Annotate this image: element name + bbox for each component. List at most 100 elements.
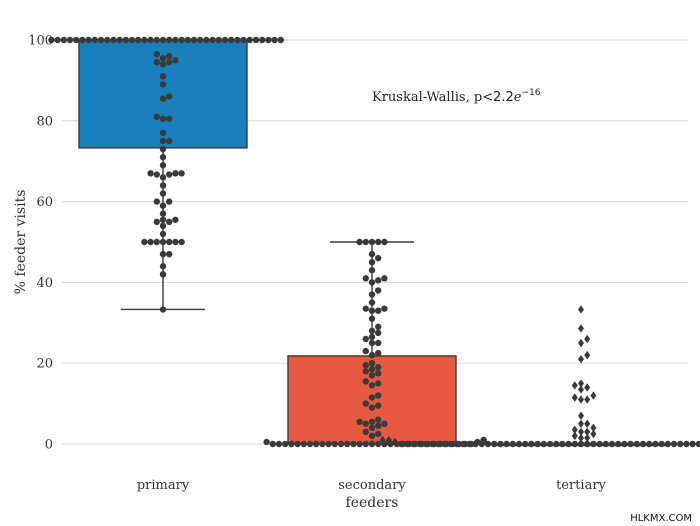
data-point — [441, 440, 448, 448]
data-point — [410, 440, 417, 448]
data-point — [66, 36, 74, 44]
data-point — [381, 420, 388, 427]
data-point — [578, 354, 584, 364]
watermark: HLKMX.COM — [630, 513, 692, 524]
data-point — [166, 218, 173, 225]
data-point — [54, 36, 61, 44]
data-point — [375, 380, 382, 387]
data-point — [584, 419, 591, 428]
data-point — [453, 440, 461, 448]
data-point — [621, 440, 628, 448]
data-point — [546, 440, 554, 448]
data-point — [172, 216, 179, 223]
data-point — [368, 382, 376, 389]
data-point — [159, 306, 167, 313]
data-point — [122, 36, 129, 44]
kruskal-wallis-annotation: Kruskal-Wallis, p<2.2e−16 — [372, 88, 541, 105]
data-point — [159, 216, 167, 223]
data-point — [571, 440, 578, 448]
data-point — [553, 440, 560, 448]
data-point — [416, 440, 423, 448]
data-point — [472, 440, 479, 448]
data-point — [429, 440, 436, 448]
data-point — [491, 440, 498, 448]
data-point — [381, 275, 388, 282]
data-point — [362, 335, 369, 343]
data-point — [571, 431, 578, 441]
data-point — [639, 440, 647, 448]
data-point — [368, 372, 376, 379]
data-point — [375, 402, 382, 409]
y-tick-label: 100 — [28, 34, 53, 49]
data-point — [153, 59, 160, 66]
y-tick-label: 0 — [45, 438, 53, 453]
data-point — [478, 440, 485, 448]
data-point — [166, 198, 173, 205]
data-point — [159, 137, 167, 145]
data-point — [578, 427, 584, 437]
data-point — [362, 378, 369, 385]
data-point — [368, 404, 376, 411]
data-point — [79, 36, 86, 44]
y-tick-labels: 0 20 40 60 80 100 — [28, 34, 53, 453]
data-point — [147, 238, 154, 246]
data-point — [73, 36, 80, 44]
data-point — [240, 36, 247, 44]
data-point — [172, 57, 179, 64]
data-point — [153, 218, 160, 225]
data-point — [300, 440, 307, 448]
data-point — [116, 36, 123, 44]
data-point — [368, 238, 376, 246]
data-point — [159, 238, 167, 246]
data-point — [422, 440, 430, 448]
data-point — [362, 400, 369, 407]
data-point — [615, 440, 622, 448]
data-point — [48, 36, 55, 44]
y-tick-label: 20 — [36, 357, 53, 372]
data-point — [110, 36, 117, 44]
data-point — [509, 440, 516, 448]
data-point — [209, 36, 216, 44]
data-point — [362, 362, 369, 369]
data-point — [578, 419, 584, 428]
data-point — [166, 93, 173, 100]
data-point — [159, 230, 167, 238]
data-point — [277, 36, 284, 44]
data-point — [153, 50, 160, 58]
data-point — [565, 440, 572, 448]
data-point — [362, 347, 369, 355]
data-point — [166, 171, 173, 178]
data-point — [159, 271, 167, 278]
data-point — [325, 440, 332, 448]
data-point — [184, 36, 191, 44]
data-point — [689, 440, 696, 448]
annotation-e: e — [514, 90, 522, 105]
data-point — [447, 440, 454, 448]
data-point — [159, 73, 167, 80]
data-point — [375, 422, 382, 430]
data-point — [259, 36, 266, 44]
data-point — [368, 432, 376, 440]
data-point — [294, 440, 301, 448]
data-point — [460, 440, 467, 448]
data-point — [153, 113, 160, 120]
data-point — [166, 59, 173, 66]
data-point — [368, 366, 376, 373]
data-point — [159, 95, 167, 102]
data-point — [503, 440, 510, 448]
data-point — [578, 411, 584, 420]
data-point — [362, 238, 369, 246]
data-point — [571, 393, 578, 402]
data-point — [602, 440, 609, 448]
data-point — [153, 36, 160, 44]
data-point — [381, 238, 388, 246]
data-point — [379, 435, 386, 445]
data-point — [362, 305, 369, 312]
y-axis-label: % feeder visits — [13, 190, 29, 295]
y-tick-label: 80 — [36, 114, 53, 129]
data-point — [319, 440, 326, 448]
data-point — [608, 440, 616, 448]
data-point — [350, 440, 357, 448]
data-point — [695, 440, 700, 448]
